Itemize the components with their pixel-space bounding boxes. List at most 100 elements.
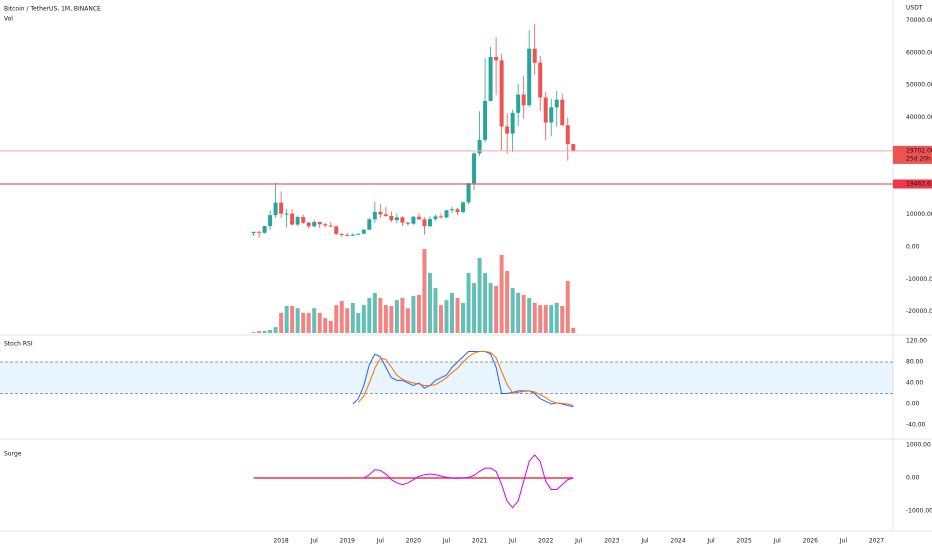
candle-body <box>279 202 284 214</box>
volume-bar <box>257 331 262 333</box>
volume-bar <box>565 280 570 333</box>
candle-body <box>251 231 256 234</box>
volume-bar <box>543 305 548 333</box>
candle-body <box>472 153 477 184</box>
indicator-line <box>357 350 574 407</box>
volume-label: Vol <box>4 16 13 23</box>
volume-bar <box>516 293 521 333</box>
volume-bar <box>477 257 482 333</box>
candle-body <box>461 202 466 213</box>
volume-bar <box>339 301 344 333</box>
x-tick-label: Jul <box>640 538 649 545</box>
candle-body <box>466 183 471 203</box>
volume-bar <box>571 328 576 333</box>
volume-bar <box>334 305 339 333</box>
candle-body <box>312 221 317 227</box>
x-tick-label: 2019 <box>340 538 355 545</box>
indicator-title: Stoch RSI <box>4 341 33 348</box>
y-tick-label: 40000.00 <box>906 114 932 121</box>
y-tick-label: 60000.00 <box>906 49 932 56</box>
candle-body <box>499 60 504 127</box>
price-label: 19463.61 <box>906 181 932 188</box>
volume-bar <box>400 297 405 333</box>
volume-bar <box>345 308 350 333</box>
candle-body <box>339 233 344 235</box>
x-tick-label: 2025 <box>737 538 752 545</box>
volume-bar <box>295 308 300 333</box>
candle-body <box>394 217 399 221</box>
y-tick-label: -40.00 <box>906 421 926 428</box>
y-tick-label: 10000.00 <box>906 211 932 218</box>
volume-bar <box>394 300 399 333</box>
volume-bar <box>433 288 438 333</box>
candle-body <box>477 139 482 154</box>
indicator-title: Surge <box>4 451 22 458</box>
candle-body <box>422 219 427 227</box>
volume-bar <box>378 297 383 333</box>
candle-body <box>433 216 438 220</box>
volume-bar <box>405 308 410 333</box>
volume-bar <box>510 288 515 333</box>
volume-bar <box>323 318 328 333</box>
volume-bar <box>284 306 289 333</box>
candle-body <box>328 225 333 227</box>
x-tick-label: Jul <box>839 538 848 545</box>
volume-bar <box>306 312 311 333</box>
x-tick-label: Jul <box>442 538 451 545</box>
x-tick-label: Jul <box>376 538 385 545</box>
candle-body <box>334 226 339 234</box>
candle-body <box>378 211 383 215</box>
candle-body <box>450 209 455 211</box>
volume-bar <box>494 285 499 333</box>
volume-bar <box>312 308 317 333</box>
volume-bar <box>527 297 532 333</box>
x-tick-label: 2027 <box>869 538 884 545</box>
candle-body <box>400 217 405 223</box>
y-tick-label: 40.00 <box>906 379 923 386</box>
x-tick-label: Jul <box>508 538 517 545</box>
y-tick-label: 0.00 <box>906 400 920 407</box>
x-tick-label: Jul <box>310 538 319 545</box>
volume-bar <box>383 305 388 333</box>
y-tick-label: -10000.00 <box>906 276 932 283</box>
volume-bar <box>438 305 443 333</box>
volume-bar <box>411 296 416 333</box>
volume-bar <box>466 272 471 333</box>
volume-bar <box>328 320 333 333</box>
volume-bar <box>367 297 372 333</box>
volume-bar <box>301 312 306 333</box>
volume-bar <box>532 302 537 333</box>
y-tick-label: -1000.00 <box>906 507 932 514</box>
volume-bar <box>361 305 366 333</box>
volume-bar <box>549 305 554 333</box>
candle-body <box>521 94 526 106</box>
candle-body <box>416 216 421 220</box>
volume-bar <box>499 254 504 333</box>
candle-body <box>571 144 576 151</box>
candle-body <box>438 216 443 218</box>
volume-bar <box>554 302 559 333</box>
candle-body <box>262 226 267 233</box>
candle-body <box>268 215 273 227</box>
x-tick-label: Jul <box>574 538 583 545</box>
price-label-bg <box>893 145 932 164</box>
y-tick-label: 0.00 <box>906 243 920 250</box>
currency-label: USDT <box>906 5 923 12</box>
candle-body <box>405 222 410 224</box>
x-tick-label: 2026 <box>803 538 818 545</box>
candle-body <box>549 107 554 123</box>
candle-body <box>284 213 289 215</box>
candle-body <box>257 231 262 233</box>
volume-bar <box>350 302 355 333</box>
candle-body <box>306 222 311 227</box>
volume-bar <box>279 312 284 333</box>
volume-bar <box>538 305 543 333</box>
candle-body <box>383 214 388 216</box>
candle-body <box>483 100 488 140</box>
candle-body <box>356 233 361 235</box>
candle-body <box>494 56 499 61</box>
price-label: 29702.00 <box>906 147 932 154</box>
candle-body <box>317 221 322 225</box>
volume-bar <box>560 306 565 333</box>
